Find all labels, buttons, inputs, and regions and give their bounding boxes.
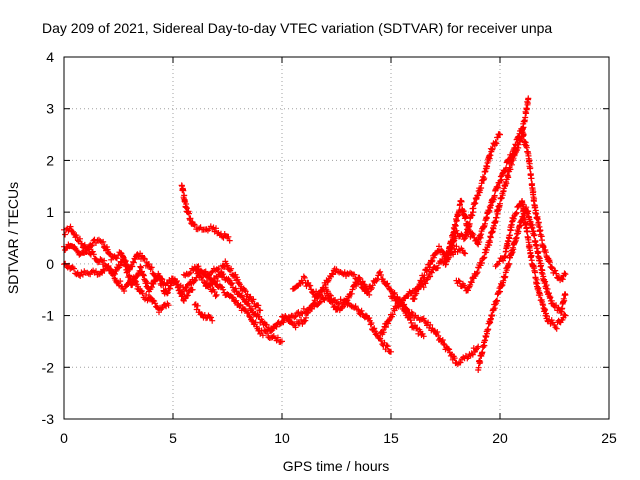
y-tick-label: -1 bbox=[42, 308, 55, 324]
grid bbox=[64, 57, 609, 419]
x-tick-label: 10 bbox=[274, 430, 290, 446]
series-sat-track-7 bbox=[202, 258, 264, 314]
series-sat-track-6 bbox=[191, 263, 275, 335]
x-tick-label: 0 bbox=[60, 430, 68, 446]
chart-title: Day 209 of 2021, Sidereal Day-to-day VTE… bbox=[42, 20, 552, 36]
x-tick-label: 15 bbox=[383, 430, 399, 446]
x-tick-label: 20 bbox=[492, 430, 508, 446]
axis-ticks: 0 5 10 15 20 25 -3 -2 -1 0 1 2 3 4 bbox=[42, 49, 617, 446]
x-tick-label: 5 bbox=[169, 430, 177, 446]
y-tick-label: 4 bbox=[46, 49, 54, 65]
x-tick-label: 25 bbox=[601, 430, 617, 446]
x-axis-label: GPS time / hours bbox=[283, 458, 390, 474]
y-tick-label: -3 bbox=[42, 411, 55, 427]
y-tick-label: -2 bbox=[42, 359, 55, 375]
y-axis-label: SDTVAR / TECUs bbox=[5, 182, 21, 294]
y-tick-label: 0 bbox=[46, 256, 54, 272]
plot-frame bbox=[63, 56, 610, 420]
series-sat-track-8 bbox=[191, 301, 216, 324]
series-sat-track-16 bbox=[453, 95, 532, 294]
y-tick-label: 2 bbox=[46, 152, 54, 168]
y-tick-label: 3 bbox=[46, 101, 54, 117]
y-tick-label: 1 bbox=[46, 204, 54, 220]
series-sat-track-13 bbox=[388, 293, 482, 368]
series-sat-track-15 bbox=[442, 125, 569, 284]
series-sat-track-4 bbox=[178, 182, 233, 244]
series-sat-track-18 bbox=[492, 198, 569, 332]
